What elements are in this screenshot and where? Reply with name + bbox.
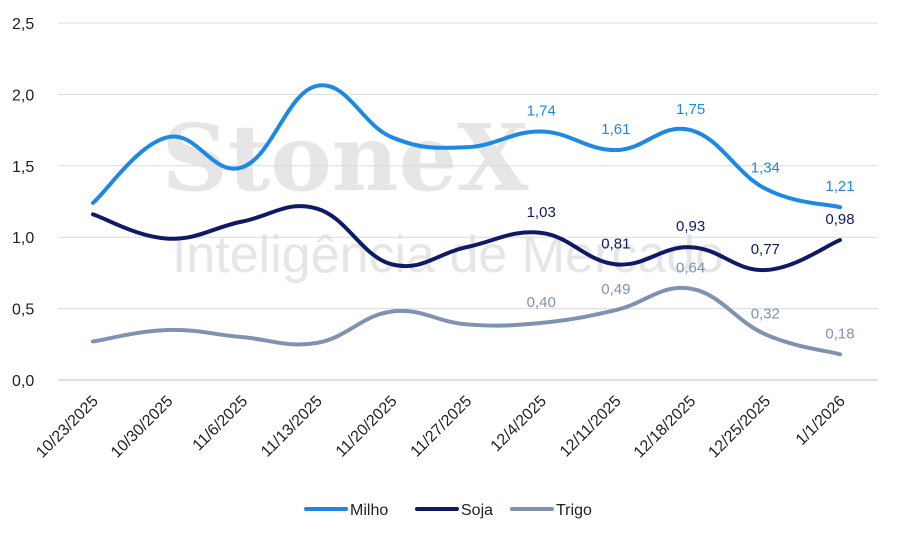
y-tick-label: 0,5 [12, 302, 34, 319]
series-line-milho [91, 83, 842, 210]
x-tick-label: 1/1/2026 [793, 393, 849, 449]
series-lines [91, 83, 842, 357]
data-label-trigo: 0,32 [751, 305, 780, 322]
series-line-soja [91, 204, 842, 273]
x-tick-label: 12/4/2025 [488, 393, 550, 455]
y-axis-ticks: 0,0 0,5 1,0 1,5 2,0 2,5 [12, 16, 34, 390]
x-tick-label: 12/11/2025 [557, 393, 625, 461]
y-tick-label: 0,0 [12, 373, 34, 390]
x-tick-label: 10/30/2025 [108, 393, 177, 462]
y-tick-label: 1,5 [12, 159, 34, 176]
data-label-soja: 0,98 [825, 211, 854, 228]
data-labels: 1,74 1,61 1,75 1,34 1,21 1,03 0,81 0,93 0,77 0,98… [527, 101, 855, 342]
data-label-soja: 1,03 [527, 204, 556, 221]
data-label-trigo: 0,64 [676, 260, 705, 277]
data-label-milho: 1,61 [601, 121, 630, 138]
data-label-milho: 1,74 [527, 103, 556, 120]
watermark-logo: StoneX [161, 104, 529, 212]
x-tick-label: 11/6/2025 [190, 393, 252, 455]
data-label-milho: 1,34 [751, 160, 780, 177]
x-tick-label: 11/13/2025 [258, 393, 326, 461]
x-tick-label: 11/20/2025 [333, 393, 401, 461]
y-tick-label: 2,5 [12, 16, 34, 33]
x-axis-ticks: 10/23/2025 10/30/2025 11/6/2025 11/13/2025 1… [33, 393, 849, 462]
y-tick-label: 1,0 [12, 230, 34, 247]
data-label-milho: 1,75 [676, 101, 705, 118]
legend-label-soja: Soja [461, 502, 493, 519]
data-label-soja: 0,77 [751, 241, 780, 258]
x-tick-label: 12/25/2025 [705, 393, 774, 462]
grid [58, 22, 878, 381]
x-tick-label: 11/27/2025 [408, 393, 476, 461]
data-label-trigo: 0,49 [601, 281, 630, 298]
legend-label-milho: Milho [350, 502, 388, 519]
data-label-trigo: 0,18 [825, 325, 854, 342]
data-label-trigo: 0,40 [527, 294, 556, 311]
series-line-trigo [91, 285, 842, 357]
legend: Milho Soja Trigo [304, 502, 592, 519]
data-label-soja: 0,93 [676, 218, 705, 235]
y-tick-label: 2,0 [12, 87, 34, 104]
x-tick-label: 10/23/2025 [33, 393, 102, 462]
data-label-milho: 1,21 [825, 178, 854, 195]
data-label-soja: 0,81 [601, 235, 630, 252]
legend-label-trigo: Trigo [556, 502, 592, 519]
x-tick-label: 12/18/2025 [631, 393, 700, 462]
